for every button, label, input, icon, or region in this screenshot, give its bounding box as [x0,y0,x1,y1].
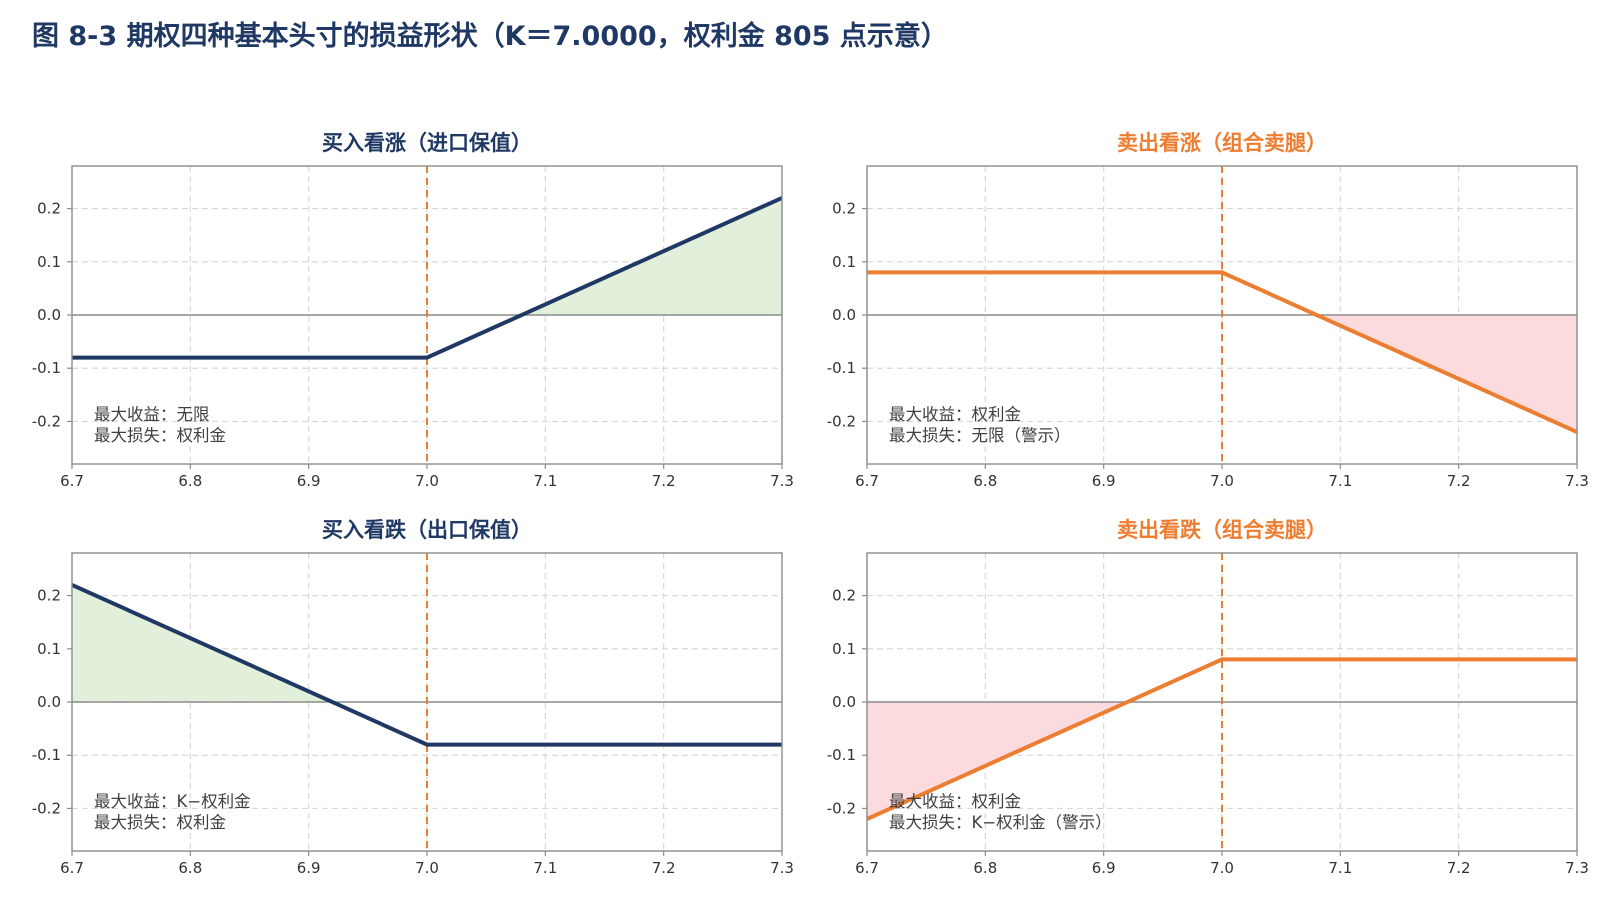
x-tick-label: 6.9 [1092,472,1116,490]
figure-title: 图 8-3 期权四种基本头寸的损益形状（K＝7.0000，权利金 805 点示意… [32,21,948,52]
panel-2: 6.7 6.8 6.9 7.0 7.1 7.2 7.3 0.2 0.1 0.0 -0.1 -0.2 卖出… [827,131,1589,490]
x-tick-label: 7.0 [415,472,439,490]
y-tick-label: 0.2 [832,200,856,218]
x-tick-label: 7.2 [1447,472,1471,490]
y-tick-label: -0.2 [827,799,856,817]
x-tick-label: 7.1 [1328,472,1352,490]
y-tick-label: 0.0 [37,693,61,711]
payoff-line [867,270,1578,434]
y-tick-label: -0.1 [827,359,856,377]
x-tick-label: 7.0 [415,859,439,877]
panel-title: 卖出看涨（组合卖腿） [1117,131,1327,155]
x-tick-label: 7.0 [1210,472,1234,490]
y-tick-label: 0.2 [37,200,61,218]
payoff-line [71,583,782,747]
x-tick-label: 6.8 [178,859,202,877]
x-tick-label: 6.7 [60,472,84,490]
x-tick-label: 6.9 [297,859,321,877]
panel-1: 6.7 6.8 6.9 7.0 7.1 7.2 7.3 0.2 0.1 0.0 -0.1 -0.2 买入… [32,131,794,490]
payoff-fill-area [72,584,782,702]
y-tick-label: -0.1 [32,359,61,377]
annotation-note: 最大损失：K−权利金（警示） [889,813,1112,832]
x-tick-label: 6.8 [973,859,997,877]
x-tick-label: 7.3 [1565,472,1589,490]
y-tick-label: -0.2 [32,799,61,817]
y-tick-label: -0.1 [32,746,61,764]
payoff-fill-area [867,702,1577,820]
y-tick-label: 0.1 [37,640,61,658]
x-tick-label: 7.3 [770,472,794,490]
x-tick-label: 7.2 [1447,859,1471,877]
x-tick-label: 7.2 [652,859,676,877]
y-tick-label: 0.2 [832,587,856,605]
y-tick-label: 0.1 [37,253,61,271]
x-tick-label: 7.1 [1328,859,1352,877]
annotation-note: 最大收益：权利金 [889,792,1022,811]
payoff-fill-area [72,197,782,315]
x-tick-label: 6.7 [60,859,84,877]
panel-title: 买入看涨（进口保值） [322,131,532,155]
panel-title: 卖出看跌（组合卖腿） [1117,518,1327,542]
panel-3: 6.7 6.8 6.9 7.0 7.1 7.2 7.3 0.2 0.1 0.0 -0.1 -0.2 买入… [32,518,794,877]
annotation-note: 最大损失：无限（警示） [889,426,1071,445]
x-tick-label: 6.9 [1092,859,1116,877]
annotation-note: 最大损失：权利金 [94,813,227,832]
x-tick-label: 7.2 [652,472,676,490]
annotation-note: 最大收益：K−权利金 [94,792,251,811]
y-tick-label: -0.1 [827,746,856,764]
x-tick-label: 6.8 [973,472,997,490]
x-tick-label: 7.1 [533,859,557,877]
x-tick-label: 6.9 [297,472,321,490]
payoff-line [72,196,783,360]
payoff-fill-area [867,315,1577,433]
x-tick-label: 6.8 [178,472,202,490]
x-tick-label: 6.7 [855,472,879,490]
panel-4: 6.7 6.8 6.9 7.0 7.1 7.2 7.3 0.2 0.1 0.0 -0.1 -0.2 卖出… [827,518,1589,877]
y-tick-label: 0.0 [832,306,856,324]
x-tick-label: 6.7 [855,859,879,877]
annotation-note: 最大收益：权利金 [889,405,1022,424]
y-tick-label: -0.2 [827,412,856,430]
panel-title: 买入看跌（出口保值） [322,518,532,542]
y-tick-label: 0.0 [37,306,61,324]
x-tick-label: 7.1 [533,472,557,490]
x-tick-label: 7.0 [1210,859,1234,877]
x-tick-label: 7.3 [770,859,794,877]
x-tick-label: 7.3 [1565,859,1589,877]
y-tick-label: 0.0 [832,693,856,711]
annotation-note: 最大收益：无限 [94,405,210,424]
payoff-line [866,657,1577,821]
y-tick-label: -0.2 [32,412,61,430]
annotation-note: 最大损失：权利金 [94,426,227,445]
y-tick-label: 0.1 [832,640,856,658]
y-tick-label: 0.2 [37,587,61,605]
y-tick-label: 0.1 [832,253,856,271]
